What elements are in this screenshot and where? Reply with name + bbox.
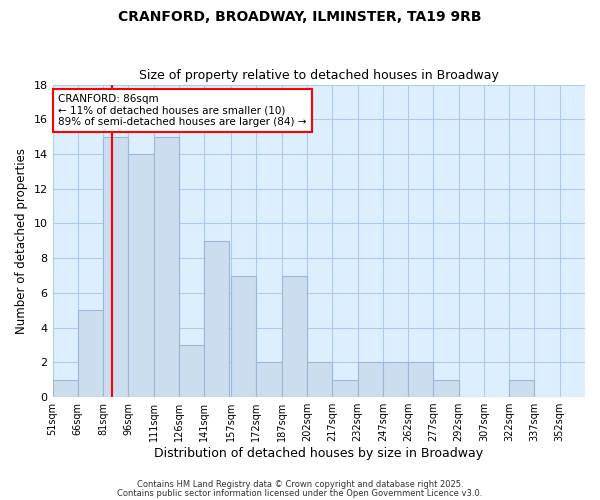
Text: CRANFORD: 86sqm
← 11% of detached houses are smaller (10)
89% of semi-detached h: CRANFORD: 86sqm ← 11% of detached houses… [58, 94, 307, 127]
Bar [332, 380, 358, 397]
Text: CRANFORD, BROADWAY, ILMINSTER, TA19 9RB: CRANFORD, BROADWAY, ILMINSTER, TA19 9RB [118, 10, 482, 24]
Y-axis label: Number of detached properties: Number of detached properties [15, 148, 28, 334]
Bar [128, 154, 154, 397]
Bar [383, 362, 408, 397]
Bar [154, 136, 179, 397]
Bar [231, 276, 256, 397]
Bar [78, 310, 103, 397]
Bar [204, 241, 229, 397]
Bar [358, 362, 383, 397]
Title: Size of property relative to detached houses in Broadway: Size of property relative to detached ho… [139, 69, 499, 82]
Bar [433, 380, 458, 397]
Bar [53, 380, 78, 397]
Bar [408, 362, 433, 397]
Text: Contains public sector information licensed under the Open Government Licence v3: Contains public sector information licen… [118, 488, 482, 498]
Bar [282, 276, 307, 397]
Text: Contains HM Land Registry data © Crown copyright and database right 2025.: Contains HM Land Registry data © Crown c… [137, 480, 463, 489]
Bar [307, 362, 332, 397]
Bar [256, 362, 282, 397]
Bar [179, 345, 204, 397]
Bar [509, 380, 535, 397]
Bar [103, 136, 128, 397]
X-axis label: Distribution of detached houses by size in Broadway: Distribution of detached houses by size … [154, 447, 484, 460]
